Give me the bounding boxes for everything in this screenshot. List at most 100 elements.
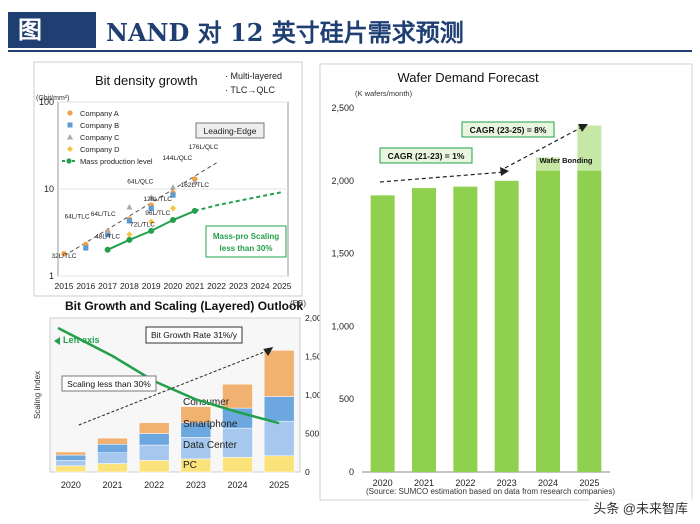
wafer-ytick: 1,000 <box>331 321 354 331</box>
density-point-company-b <box>148 205 154 211</box>
bitgrowth-xtick: 2023 <box>186 480 206 490</box>
density-point-company-b <box>83 245 89 251</box>
wafer-ylabel: (K wafers/month) <box>355 89 413 98</box>
wafer-ytick: 2,500 <box>331 103 354 113</box>
wafer-bar <box>494 180 519 473</box>
legend-marker <box>66 158 72 164</box>
density-point-company-c <box>104 227 111 234</box>
density-ytick: 10 <box>44 184 54 194</box>
legend-label: Company A <box>80 109 119 118</box>
bitgrowth-stack-label: Smartphone <box>183 419 238 430</box>
bitgrowth-bar-smartphone <box>138 433 170 446</box>
bitgrowth-stack-label: PC <box>183 460 197 471</box>
cagr-23-25-arrow <box>504 125 585 169</box>
density-trend-line <box>63 162 217 257</box>
wafer-bonding-bar <box>577 125 602 171</box>
bitgrowth-bar-data-center <box>97 452 128 464</box>
wafer-xtick: 2022 <box>455 478 475 488</box>
cagr-21-23-label: CAGR (21-23) = 1% <box>388 151 465 161</box>
bitgrowth-xtick: 2020 <box>61 480 81 490</box>
left-axis-arrow <box>54 337 60 345</box>
wafer-ytick: 0 <box>349 467 354 477</box>
density-xtick: 2024 <box>251 281 270 291</box>
bit-growth-rate-box <box>145 326 243 344</box>
bitgrowth-bar-consumer <box>180 406 212 423</box>
wafer-bar <box>412 188 436 472</box>
density-point-company-d <box>170 205 176 212</box>
legend-label: Company B <box>80 121 119 130</box>
scaling-index-line <box>57 326 280 425</box>
bitgrowth-xtick: 2022 <box>144 480 164 490</box>
density-xtick: 2025 <box>273 281 292 291</box>
bit-growth-rate-label: Bit Growth Rate 31%/y <box>151 330 238 340</box>
bitgrowth-bar-smartphone <box>97 444 128 453</box>
density-ylabel: (Gbit/mm²) <box>36 95 69 102</box>
leading-edge-badge <box>195 122 265 139</box>
cagr-23-25-arrowhead <box>578 124 588 132</box>
bitgrowth-plot-area <box>49 317 301 473</box>
density-title: Bit density growth <box>95 73 198 88</box>
bitgrowth-bar-data-center <box>55 460 87 467</box>
cagr-21-23-arrowhead <box>500 167 509 176</box>
wafer-bar <box>536 170 560 472</box>
bitgrowth-bar-data-center <box>263 420 295 457</box>
figure-header: 图 42: NAND 对 12 英寸硅片需求预测 <box>8 12 692 80</box>
bit-growth-arrowhead <box>263 347 274 356</box>
density-point-label: 162L/TLC <box>181 182 210 189</box>
title-rule <box>8 50 692 52</box>
density-point-company-b <box>126 218 132 224</box>
wafer-xtick: 2020 <box>373 478 393 488</box>
bitgrowth-ytick: 0 <box>305 467 310 477</box>
bitgrowth-ytick: 1,000 <box>305 390 327 400</box>
bitgrowth-bar-pc <box>138 460 170 473</box>
density-point-label: 128L/TLC <box>143 196 172 203</box>
bitgrowth-xtick: 2024 <box>227 480 247 490</box>
density-xtick: 2016 <box>76 281 95 291</box>
density-point-company-a <box>192 176 198 182</box>
density-point-company-d <box>126 231 133 238</box>
density-point-label: 48L/TLC <box>95 233 120 240</box>
bitgrowth-bar-consumer <box>55 451 87 456</box>
density-xtick: 2017 <box>98 281 117 291</box>
density-xtick: 2023 <box>229 281 248 291</box>
density-xtick: 2022 <box>207 281 226 291</box>
scaling-box <box>61 375 157 392</box>
scaling-label: Scaling less than 30% <box>67 379 151 389</box>
wafer-ytick: 2,000 <box>331 176 354 186</box>
density-xtick: 2019 <box>142 281 161 291</box>
bitgrowth-bar-consumer <box>263 350 295 397</box>
wafer-xtick: 2023 <box>497 478 517 488</box>
wafer-xtick: 2021 <box>414 478 434 488</box>
density-point-label: 64L/QLC <box>127 179 153 186</box>
bitgrowth-xtick: 2025 <box>269 480 289 490</box>
density-point-company-c <box>126 204 133 210</box>
bitgrowth-bar-data-center <box>222 427 253 458</box>
wafer-ytick: 500 <box>339 394 354 404</box>
bitgrowth-bar-consumer <box>138 422 170 434</box>
density-xtick: 2015 <box>55 281 74 291</box>
mass-production-point <box>104 246 111 253</box>
legend-marker <box>67 146 73 152</box>
density-point-label: 64L/TLC <box>91 211 116 218</box>
bitgrowth-bar-pc <box>55 465 87 473</box>
density-point-label: 144L/QLC <box>163 155 193 162</box>
cagr-23-25-label: CAGR (23-25) = 8% <box>470 125 547 135</box>
mass-production-projection <box>194 191 283 212</box>
density-point-label: 176L/QLC <box>189 144 219 151</box>
density-point-company-c <box>170 184 176 190</box>
density-note-2: · TLC→QLC <box>225 85 275 95</box>
bitgrowth-bar-consumer <box>222 383 253 409</box>
bitgrowth-bar-pc <box>263 455 295 473</box>
mass-pro-badge <box>205 225 287 258</box>
legend-label: Company C <box>80 133 120 142</box>
leading-edge-label: Leading-Edge <box>204 126 257 136</box>
density-xtick: 2020 <box>164 281 183 291</box>
watermark: 头条 @未来智库 <box>589 497 692 518</box>
density-point-company-d <box>148 218 155 225</box>
legend-marker <box>67 134 73 140</box>
bitgrowth-xtick: 2021 <box>102 480 122 490</box>
bitgrowth-stack-label: Data Center <box>183 440 238 451</box>
wafer-bonding-bar <box>536 157 560 171</box>
mass-production-point <box>148 227 155 234</box>
